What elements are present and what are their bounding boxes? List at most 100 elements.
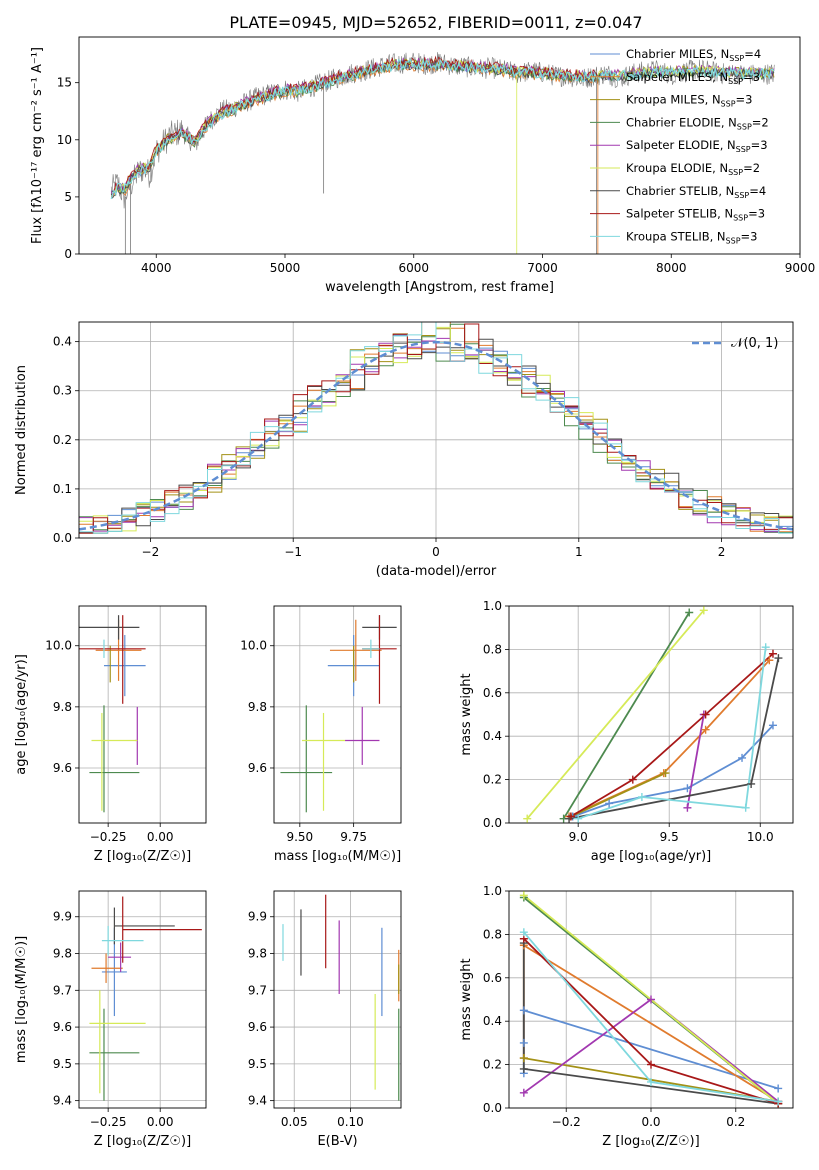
weight-marker-8	[774, 1097, 783, 1106]
y-tick-label: 0.1	[53, 482, 72, 496]
weight-marker-4	[519, 1088, 528, 1097]
weight-line-4	[686, 714, 705, 808]
y-tick-label: 10.0	[45, 639, 72, 653]
x-axis-label: Z [log₁₀(Z/Z☉)]	[94, 1134, 191, 1149]
weight-line-2	[570, 772, 666, 818]
weight-marker-7	[768, 649, 777, 658]
legend-entry: Chabrier ELODIE, NSSP=2	[626, 115, 769, 131]
y-tick-label: 9.7	[248, 983, 267, 997]
weight-marker-0	[738, 753, 747, 762]
panel-age_vs_z: −0.25 0.00 9.6 9.8 10.0 Z [log₁₀(Z/Z☉)] age [l…	[14, 605, 207, 864]
axes-frame	[78, 605, 207, 824]
y-tick-label: 0.4	[483, 1014, 502, 1028]
legend-subscript: SSP	[728, 168, 743, 177]
y-tick-label: 0.0	[483, 1101, 502, 1115]
histogram-8	[79, 322, 793, 534]
weight-marker-6	[774, 654, 783, 663]
axes-frame	[508, 605, 794, 824]
y-axis-label: Flux [fλ10⁻¹⁷ erg cm⁻² s⁻¹ A⁻¹]	[30, 47, 45, 244]
y-tick-label: 9.6	[248, 1020, 267, 1034]
legend-subscript: SSP	[736, 145, 751, 154]
legend-nssp: =3	[748, 207, 765, 221]
x-tick-label: 9000	[785, 261, 816, 275]
y-tick-label: 10	[57, 133, 72, 147]
weight-line-5	[526, 609, 705, 820]
y-tick-label: 1.0	[483, 599, 502, 613]
x-tick-label: 0.00	[147, 1115, 174, 1129]
legend-nssp: =4	[749, 184, 766, 198]
x-tick-label: −1	[284, 545, 302, 559]
y-tick-label: 0.8	[483, 642, 502, 656]
axes-frame	[78, 321, 794, 539]
y-axis-label: mass weight	[459, 673, 474, 755]
legend-entry: Salpeter STELIB, NSSP=3	[626, 207, 765, 223]
panel-weight_vs_z: −0.2 0.0 0.2 0.0 0.2 0.4 0.6 0.8 1.0 Z [log₁₀(Z/Z…	[459, 884, 794, 1149]
weight-marker-8	[761, 643, 770, 652]
weight-marker-0	[683, 784, 692, 793]
y-tick-label: 9.9	[248, 910, 267, 924]
x-tick-label: −0.25	[90, 830, 127, 844]
legend-label: Kroupa STELIB, N	[626, 229, 726, 243]
panel-age_vs_mass: 9.50 9.75 9.6 9.8 10.0 mass [log₁₀(M/M☉)]	[240, 605, 402, 864]
axes-frame	[78, 36, 801, 255]
weight-marker-0	[768, 721, 777, 730]
y-tick-label: 9.8	[53, 947, 72, 961]
x-tick-label: 0	[432, 545, 440, 559]
y-tick-label: 1.0	[483, 884, 502, 898]
weight-marker-5	[519, 891, 528, 900]
y-tick-label: 0.0	[483, 816, 502, 830]
weight-marker-6	[519, 1064, 528, 1073]
panel-mass_vs_ebv: 0.05 0.10 9.4 9.5 9.6 9.7 9.8 9.9 E(B-V)	[248, 890, 402, 1149]
x-tick-label: 9.50	[286, 830, 313, 844]
weight-marker-0	[519, 1006, 528, 1015]
x-tick-label: 2	[718, 545, 726, 559]
y-tick-label: 9.4	[53, 1094, 72, 1108]
y-tick-label: 9.6	[53, 761, 72, 775]
panel-weight_vs_age: 9.0 9.5 10.0 0.0 0.2 0.4 0.6 0.8 1.0 age [log₁₀(a…	[459, 599, 794, 864]
y-tick-label: 9.6	[53, 1020, 72, 1034]
weight-marker-7	[566, 812, 575, 821]
legend-label: Kroupa ELODIE, N	[626, 161, 728, 175]
legend-entry: Chabrier MILES, NSSP=4	[626, 47, 761, 63]
weight-marker-4	[683, 803, 692, 812]
legend-entry: Kroupa MILES, NSSP=3	[626, 93, 752, 109]
legend-subscript: SSP	[726, 236, 741, 245]
y-tick-label: 10.0	[240, 639, 267, 653]
x-tick-label: 0.05	[281, 1115, 308, 1129]
y-tick-label: 0.8	[483, 927, 502, 941]
figure-title: PLATE=0945, MJD=52652, FIBERID=0011, z=0…	[229, 13, 642, 32]
legend-entry: Salpeter ELODIE, NSSP=3	[626, 138, 768, 154]
y-tick-label: 9.4	[248, 1094, 267, 1108]
y-tick-label: 15	[57, 76, 72, 90]
weight-marker-7	[701, 710, 710, 719]
legend-label: Kroupa MILES, N	[626, 93, 721, 107]
plot-area	[526, 609, 780, 820]
x-tick-label: 10.0	[747, 830, 774, 844]
model-spectrum-7	[110, 55, 599, 198]
x-tick-label: −2	[142, 545, 160, 559]
y-tick-label: 9.5	[53, 1057, 72, 1071]
legend-subscript: SSP	[728, 77, 743, 86]
legend-label: Salpeter STELIB, N	[626, 207, 733, 221]
y-tick-label: 9.8	[248, 700, 267, 714]
x-tick-label: 9.5	[660, 830, 679, 844]
y-axis-label: age [log₁₀(age/yr)]	[14, 654, 29, 775]
weight-marker-3	[685, 608, 694, 617]
y-tick-label: 9.8	[248, 947, 267, 961]
plot-area	[89, 896, 202, 1101]
y-tick-label: 0.2	[483, 773, 502, 787]
y-tick-label: 5	[64, 190, 72, 204]
x-axis-label: Z [log₁₀(Z/Z☉)]	[602, 1134, 699, 1149]
weight-line-3	[562, 612, 690, 820]
x-tick-label: 0.0	[641, 1115, 660, 1129]
x-axis-label: Z [log₁₀(Z/Z☉)]	[94, 849, 191, 864]
panel-spectrum: 4000 5000 6000 7000 8000 9000 0 5 10 15 wavelength…	[30, 36, 816, 295]
y-tick-label: 0.6	[483, 686, 502, 700]
x-tick-label: −0.2	[552, 1115, 581, 1129]
legend-subscript: SSP	[737, 122, 752, 131]
y-tick-label: 0.0	[53, 531, 72, 545]
y-tick-label: 9.6	[248, 761, 267, 775]
legend-nssp: =3	[741, 229, 758, 243]
weight-marker-8	[574, 814, 583, 823]
